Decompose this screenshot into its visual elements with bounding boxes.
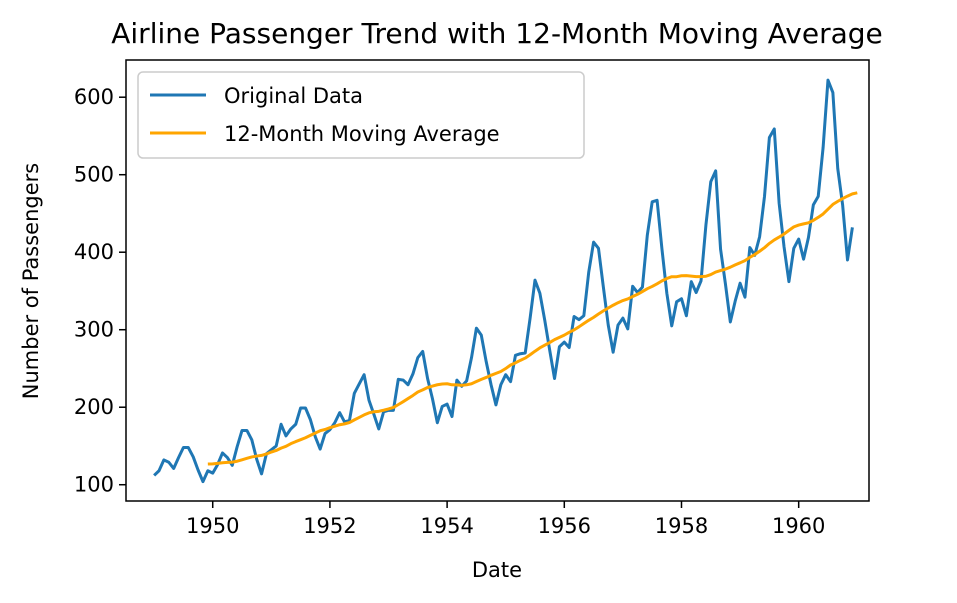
y-tick-label: 100: [74, 473, 114, 497]
series-layer: [153, 78, 858, 484]
y-tick-label: 500: [74, 163, 114, 187]
plot-frame: [125, 59, 870, 502]
y-tick-label: 400: [74, 240, 114, 264]
legend-label-original-data: Original Data: [224, 84, 363, 108]
y-tick-label: 300: [74, 318, 114, 342]
chart-title: Airline Passenger Trend with 12-Month Mo…: [111, 17, 883, 50]
y-tick-label: 200: [74, 395, 114, 419]
x-axis: 1950 1952 1954 1956 1958 1960: [186, 501, 825, 538]
series-line-moving-average: [207, 191, 858, 466]
y-tick-label: 600: [74, 85, 114, 109]
series-line-original-data: [153, 78, 854, 484]
plot-area: [153, 78, 858, 484]
x-axis-label: Date: [472, 558, 522, 582]
x-tick-label: 1954: [420, 514, 473, 538]
x-tick-label: 1958: [655, 514, 708, 538]
y-axis-label: Number of Passengers: [19, 163, 43, 399]
legend: Original Data 12-Month Moving Average: [137, 71, 585, 159]
x-tick-label: 1960: [772, 514, 825, 538]
x-tick-label: 1956: [538, 514, 591, 538]
x-tick-label: 1950: [186, 514, 239, 538]
legend-label-moving-average: 12-Month Moving Average: [224, 122, 500, 146]
y-axis: 100 200 300 400 500 600: [74, 85, 126, 497]
x-tick-label: 1952: [303, 514, 356, 538]
legend-box: [137, 71, 585, 159]
